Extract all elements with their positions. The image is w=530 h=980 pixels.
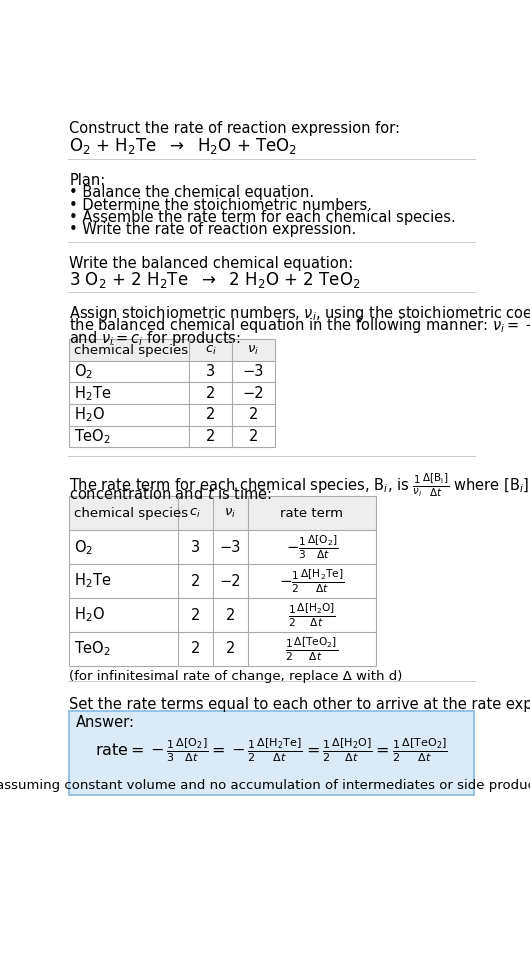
Text: (for infinitesimal rate of change, replace Δ with d): (for infinitesimal rate of change, repla… bbox=[69, 670, 403, 683]
Text: Construct the rate of reaction expression for:: Construct the rate of reaction expressio… bbox=[69, 121, 400, 135]
Text: $\mathrm{rate} = -\frac{1}{3}\frac{\Delta[\mathrm{O_2}]}{\Delta t} = -\frac{1}{2: $\mathrm{rate} = -\frac{1}{3}\frac{\Delt… bbox=[95, 737, 448, 764]
Bar bbox=[69, 425, 275, 447]
Text: $-\frac{1}{3}\frac{\Delta[\mathrm{O_2}]}{\Delta t}$: $-\frac{1}{3}\frac{\Delta[\mathrm{O_2}]}… bbox=[286, 533, 338, 562]
Text: the balanced chemical equation in the following manner: $\nu_i = -c_i$ for react: the balanced chemical equation in the fo… bbox=[69, 317, 530, 335]
Text: chemical species: chemical species bbox=[74, 344, 188, 357]
Text: 2: 2 bbox=[206, 408, 216, 422]
Text: H$_2$Te: H$_2$Te bbox=[74, 571, 111, 591]
Text: 2: 2 bbox=[249, 408, 258, 422]
Text: $\nu_i$: $\nu_i$ bbox=[248, 344, 259, 357]
Text: 2: 2 bbox=[191, 573, 200, 589]
Text: 2: 2 bbox=[191, 641, 200, 657]
Text: H$_2$Te: H$_2$Te bbox=[74, 384, 111, 403]
Text: • Balance the chemical equation.: • Balance the chemical equation. bbox=[69, 185, 314, 200]
Bar bbox=[69, 497, 376, 530]
Text: 2: 2 bbox=[206, 386, 216, 401]
Text: 2: 2 bbox=[191, 608, 200, 622]
Text: Assign stoichiometric numbers, $\nu_i$, using the stoichiometric coefficients, $: Assign stoichiometric numbers, $\nu_i$, … bbox=[69, 304, 530, 323]
Text: • Assemble the rate term for each chemical species.: • Assemble the rate term for each chemic… bbox=[69, 210, 456, 225]
Text: O$_2$ + H$_2$Te  $\rightarrow$  H$_2$O + TeO$_2$: O$_2$ + H$_2$Te $\rightarrow$ H$_2$O + T… bbox=[69, 136, 297, 156]
Text: Write the balanced chemical equation:: Write the balanced chemical equation: bbox=[69, 256, 354, 271]
Bar bbox=[69, 632, 376, 665]
Text: 3 O$_2$ + 2 H$_2$Te  $\rightarrow$  2 H$_2$O + 2 TeO$_2$: 3 O$_2$ + 2 H$_2$Te $\rightarrow$ 2 H$_2… bbox=[69, 270, 361, 290]
Text: $\frac{1}{2}\frac{\Delta[\mathrm{TeO_2}]}{\Delta t}$: $\frac{1}{2}\frac{\Delta[\mathrm{TeO_2}]… bbox=[286, 635, 339, 662]
Bar bbox=[69, 598, 376, 632]
Text: Set the rate terms equal to each other to arrive at the rate expression:: Set the rate terms equal to each other t… bbox=[69, 697, 530, 711]
Text: −2: −2 bbox=[243, 386, 264, 401]
Bar bbox=[69, 339, 275, 361]
Text: 3: 3 bbox=[206, 365, 215, 379]
Bar bbox=[69, 530, 376, 564]
Text: 2: 2 bbox=[225, 608, 235, 622]
Text: The rate term for each chemical species, B$_i$, is $\frac{1}{\nu_i}\frac{\Delta[: The rate term for each chemical species,… bbox=[69, 471, 530, 499]
Text: $-\frac{1}{2}\frac{\Delta[\mathrm{H_2Te}]}{\Delta t}$: $-\frac{1}{2}\frac{\Delta[\mathrm{H_2Te}… bbox=[279, 567, 344, 595]
Text: −3: −3 bbox=[243, 365, 264, 379]
Text: chemical species: chemical species bbox=[74, 507, 188, 519]
Bar bbox=[69, 339, 275, 447]
Text: 3: 3 bbox=[191, 540, 200, 555]
Bar bbox=[69, 382, 275, 404]
Bar bbox=[69, 497, 376, 665]
Text: $c_i$: $c_i$ bbox=[189, 507, 201, 520]
Text: 2: 2 bbox=[206, 429, 216, 444]
Text: −2: −2 bbox=[219, 573, 241, 589]
Text: $\nu_i$: $\nu_i$ bbox=[224, 507, 236, 520]
Text: TeO$_2$: TeO$_2$ bbox=[74, 427, 111, 446]
Text: • Write the rate of reaction expression.: • Write the rate of reaction expression. bbox=[69, 222, 357, 237]
Bar bbox=[69, 564, 376, 598]
Text: rate term: rate term bbox=[280, 507, 343, 519]
Bar bbox=[69, 404, 275, 425]
Text: (assuming constant volume and no accumulation of intermediates or side products): (assuming constant volume and no accumul… bbox=[0, 779, 530, 793]
Text: 2: 2 bbox=[249, 429, 258, 444]
Text: concentration and $t$ is time:: concentration and $t$ is time: bbox=[69, 486, 272, 502]
Text: $c_i$: $c_i$ bbox=[205, 344, 217, 357]
Text: 2: 2 bbox=[225, 641, 235, 657]
Text: TeO$_2$: TeO$_2$ bbox=[74, 640, 111, 659]
Text: O$_2$: O$_2$ bbox=[74, 363, 93, 381]
Text: • Determine the stoichiometric numbers.: • Determine the stoichiometric numbers. bbox=[69, 198, 373, 213]
Bar bbox=[69, 361, 275, 382]
Text: H$_2$O: H$_2$O bbox=[74, 406, 105, 424]
Text: Plan:: Plan: bbox=[69, 173, 105, 188]
Bar bbox=[69, 710, 474, 795]
Text: Answer:: Answer: bbox=[76, 715, 135, 730]
Text: O$_2$: O$_2$ bbox=[74, 538, 93, 557]
Text: $\frac{1}{2}\frac{\Delta[\mathrm{H_2O}]}{\Delta t}$: $\frac{1}{2}\frac{\Delta[\mathrm{H_2O}]}… bbox=[288, 601, 336, 629]
Text: −3: −3 bbox=[219, 540, 241, 555]
Text: and $\nu_i = c_i$ for products:: and $\nu_i = c_i$ for products: bbox=[69, 328, 241, 348]
Text: H$_2$O: H$_2$O bbox=[74, 606, 105, 624]
